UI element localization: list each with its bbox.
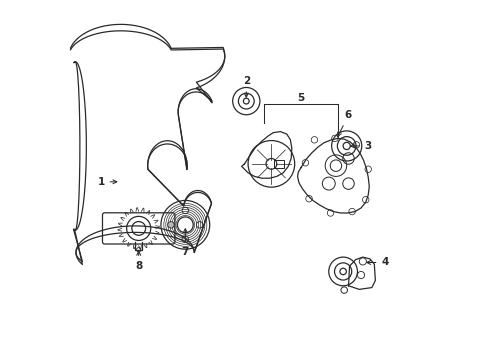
Text: 2: 2 — [242, 76, 249, 97]
Text: 5: 5 — [297, 93, 304, 103]
Text: 6: 6 — [337, 111, 351, 136]
Text: 3: 3 — [350, 141, 371, 151]
Text: 7: 7 — [181, 229, 189, 257]
Bar — [274, 159, 284, 168]
Text: 1: 1 — [97, 177, 117, 187]
Text: 4: 4 — [366, 257, 388, 267]
Text: 8: 8 — [135, 251, 142, 271]
